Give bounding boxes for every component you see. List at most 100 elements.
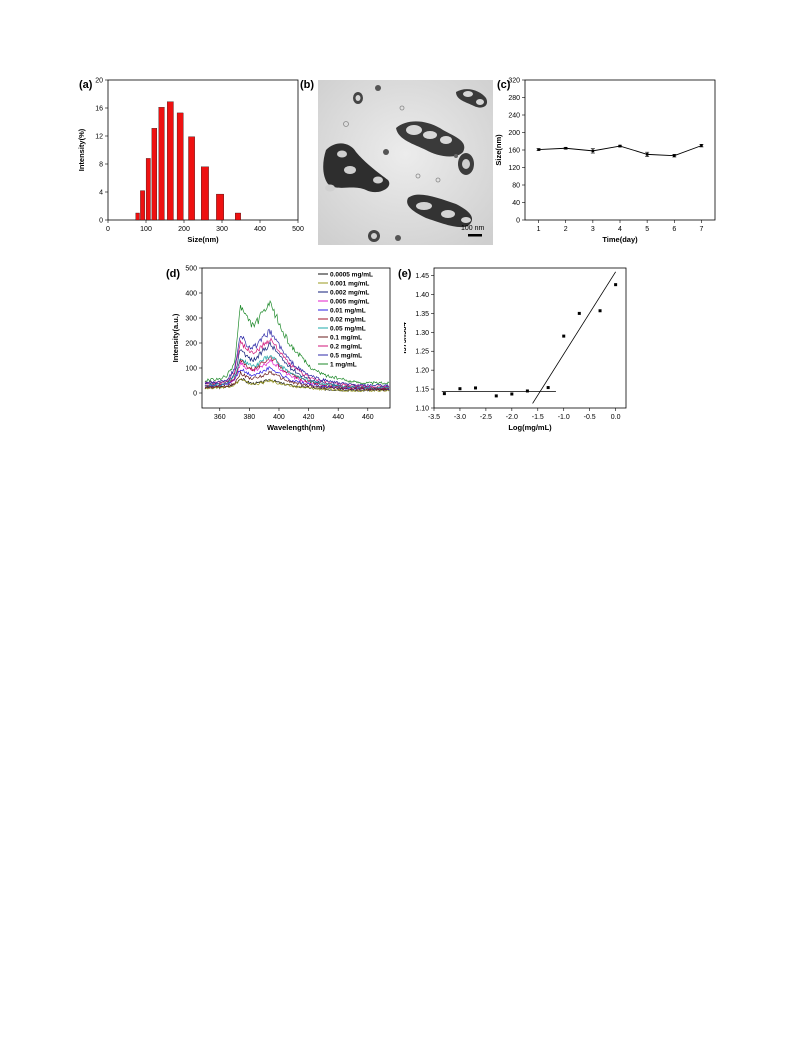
y-tick-label: 400 bbox=[185, 291, 197, 298]
y-tick-label: 80 bbox=[512, 183, 520, 190]
data-point bbox=[494, 394, 498, 398]
panel-a-label: (a) bbox=[79, 79, 93, 91]
legend-label: 0.001 mg/mL bbox=[330, 280, 369, 287]
x-tick-label: -2.5 bbox=[480, 414, 492, 421]
y-tick-label: 0 bbox=[193, 391, 197, 398]
y-tick-label: 280 bbox=[508, 95, 520, 102]
x-tick-label: 0.0 bbox=[611, 414, 621, 421]
plot-frame bbox=[524, 79, 716, 221]
x-tick-label: 200 bbox=[178, 226, 190, 233]
spectrum-line bbox=[204, 328, 390, 388]
legend-label: 0.002 mg/mL bbox=[330, 289, 369, 296]
x-tick-label: 100 bbox=[140, 226, 152, 233]
x-tick-label: 6 bbox=[672, 226, 676, 233]
x-tick-label: -0.5 bbox=[584, 414, 596, 421]
data-point bbox=[672, 154, 676, 157]
data-point bbox=[645, 153, 649, 156]
y-tick-label: 0 bbox=[516, 218, 520, 225]
tem-image: 100 nm bbox=[318, 80, 493, 245]
y-tick-label: 8 bbox=[99, 162, 103, 169]
histogram-bar bbox=[235, 212, 241, 221]
spectrum-line bbox=[204, 370, 390, 392]
y-tick-label: 1.30 bbox=[415, 330, 429, 337]
x-tick-label: 440 bbox=[332, 414, 344, 421]
x-axis-label: Log(mg/mL) bbox=[508, 423, 552, 432]
y-tick-label: 4 bbox=[99, 190, 103, 197]
y-tick-label: 1.15 bbox=[415, 387, 429, 394]
data-point bbox=[700, 144, 703, 147]
data-point bbox=[614, 283, 618, 287]
y-tick-label: 1.35 bbox=[415, 311, 429, 318]
y-tick-label: 40 bbox=[512, 200, 520, 207]
data-point bbox=[577, 311, 581, 315]
data-point bbox=[546, 386, 550, 390]
y-tick-label: 1.45 bbox=[415, 273, 429, 280]
x-tick-label: 380 bbox=[244, 414, 256, 421]
y-tick-label: 160 bbox=[508, 148, 520, 155]
legend-label: 0.2 mg/mL bbox=[330, 343, 362, 350]
data-point bbox=[537, 148, 540, 151]
y-tick-label: 20 bbox=[95, 78, 103, 85]
x-tick-label: -3.0 bbox=[454, 414, 466, 421]
y-tick-label: 16 bbox=[95, 106, 103, 113]
histogram-bar bbox=[145, 158, 151, 221]
histogram-bar bbox=[188, 136, 195, 221]
y-axis-label: Size(nm) bbox=[495, 134, 503, 166]
y-tick-label: 1.20 bbox=[415, 368, 429, 375]
y-axis-label: I373/I384 bbox=[404, 322, 408, 354]
data-point bbox=[474, 386, 478, 390]
x-tick-label: 2 bbox=[564, 226, 568, 233]
data-point bbox=[458, 387, 462, 391]
data-point bbox=[510, 392, 514, 396]
chart-d: 360 380 400 420 440 460 0 100 200 300 400 500 Wavele… bbox=[171, 266, 391, 432]
legend-label: 0.0005 mg/mL bbox=[330, 271, 373, 278]
x-tick-label: -3.5 bbox=[428, 414, 440, 421]
x-tick-label: 4 bbox=[618, 226, 622, 233]
data-point bbox=[618, 144, 622, 148]
data-point bbox=[562, 334, 566, 338]
spectrum-line bbox=[204, 300, 390, 386]
y-tick-label: 100 bbox=[185, 366, 197, 373]
y-tick-label: 300 bbox=[185, 316, 197, 323]
x-tick-label: 5 bbox=[645, 226, 649, 233]
y-tick-label: 500 bbox=[185, 266, 197, 273]
legend-label: 0.1 mg/mL bbox=[330, 334, 362, 341]
histogram-bar bbox=[201, 166, 209, 221]
y-tick-label: 1.10 bbox=[415, 406, 429, 413]
y-tick-label: 1.40 bbox=[415, 292, 429, 299]
histogram-bar bbox=[176, 112, 184, 221]
y-tick-label: 320 bbox=[508, 78, 520, 85]
x-tick-label: 400 bbox=[273, 414, 285, 421]
fit-line bbox=[532, 271, 616, 404]
y-axis-label: Intensity(a.u.) bbox=[171, 313, 180, 362]
panel-d-label: (d) bbox=[166, 268, 181, 280]
data-point bbox=[442, 392, 446, 396]
y-tick-label: 240 bbox=[508, 113, 520, 120]
spectrum-line bbox=[204, 356, 390, 390]
x-tick-label: 420 bbox=[303, 414, 315, 421]
legend-label: 0.005 mg/mL bbox=[330, 298, 369, 305]
legend-label: 0.5 mg/mL bbox=[330, 352, 362, 359]
tem-micrograph: 100 nm bbox=[318, 80, 493, 245]
histogram-bar bbox=[216, 193, 224, 221]
legend-label: 1 mg/mL bbox=[330, 361, 357, 368]
x-tick-label: 500 bbox=[292, 226, 304, 233]
chart-c: 1 2 3 4 5 6 7 0 40 80 120 160 200 240 280 320 Time(day) S… bbox=[495, 78, 716, 244]
x-tick-label: -2.0 bbox=[506, 414, 518, 421]
y-tick-label: 200 bbox=[508, 130, 520, 137]
plot-frame bbox=[201, 267, 391, 409]
x-tick-label: 3 bbox=[591, 226, 595, 233]
x-tick-label: 360 bbox=[214, 414, 226, 421]
y-tick-label: 0 bbox=[99, 218, 103, 225]
data-point bbox=[525, 389, 529, 393]
y-tick-label: 200 bbox=[185, 341, 197, 348]
y-tick-label: 120 bbox=[508, 165, 520, 172]
x-tick-label: -1.5 bbox=[532, 414, 544, 421]
histogram-bar bbox=[158, 107, 165, 221]
x-axis-label: Size(nm) bbox=[187, 235, 219, 244]
x-tick-label: 7 bbox=[699, 226, 703, 233]
histogram-bar bbox=[167, 101, 174, 221]
x-axis-label: Wavelength(nm) bbox=[267, 423, 326, 432]
x-tick-label: 460 bbox=[362, 414, 374, 421]
legend-label: 0.02 mg/mL bbox=[330, 316, 366, 323]
